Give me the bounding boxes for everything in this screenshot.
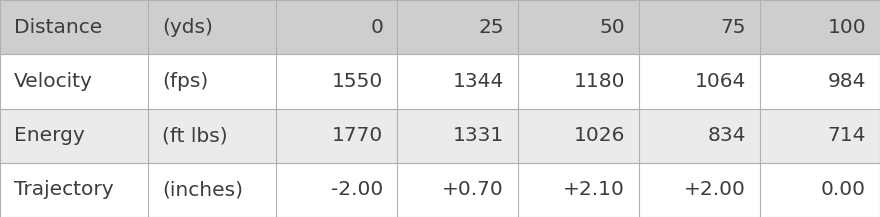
Text: 834: 834 — [708, 126, 746, 145]
Text: +2.10: +2.10 — [563, 180, 625, 199]
Text: +0.70: +0.70 — [443, 180, 504, 199]
Text: 1344: 1344 — [452, 72, 504, 91]
Bar — [0, 54, 880, 108]
Text: 1331: 1331 — [452, 126, 504, 145]
Text: 1770: 1770 — [332, 126, 383, 145]
Text: 1064: 1064 — [694, 72, 746, 91]
Text: Distance: Distance — [14, 18, 102, 37]
Text: 75: 75 — [721, 18, 746, 37]
Text: (fps): (fps) — [162, 72, 209, 91]
Text: 0: 0 — [370, 18, 383, 37]
Bar — [0, 163, 880, 217]
Text: -2.00: -2.00 — [331, 180, 383, 199]
Text: 25: 25 — [479, 18, 504, 37]
Text: Velocity: Velocity — [14, 72, 93, 91]
Text: 0.00: 0.00 — [821, 180, 866, 199]
Text: +2.00: +2.00 — [684, 180, 746, 199]
Text: 714: 714 — [827, 126, 866, 145]
Text: 1180: 1180 — [574, 72, 625, 91]
Text: 984: 984 — [827, 72, 866, 91]
Text: 100: 100 — [827, 18, 866, 37]
Bar — [0, 0, 880, 54]
Text: (ft lbs): (ft lbs) — [162, 126, 228, 145]
Text: (inches): (inches) — [162, 180, 243, 199]
Text: 1550: 1550 — [332, 72, 383, 91]
Text: (yds): (yds) — [162, 18, 213, 37]
Text: Energy: Energy — [14, 126, 84, 145]
Bar — [0, 108, 880, 163]
Text: Trajectory: Trajectory — [14, 180, 114, 199]
Text: 50: 50 — [599, 18, 625, 37]
Text: 1026: 1026 — [574, 126, 625, 145]
